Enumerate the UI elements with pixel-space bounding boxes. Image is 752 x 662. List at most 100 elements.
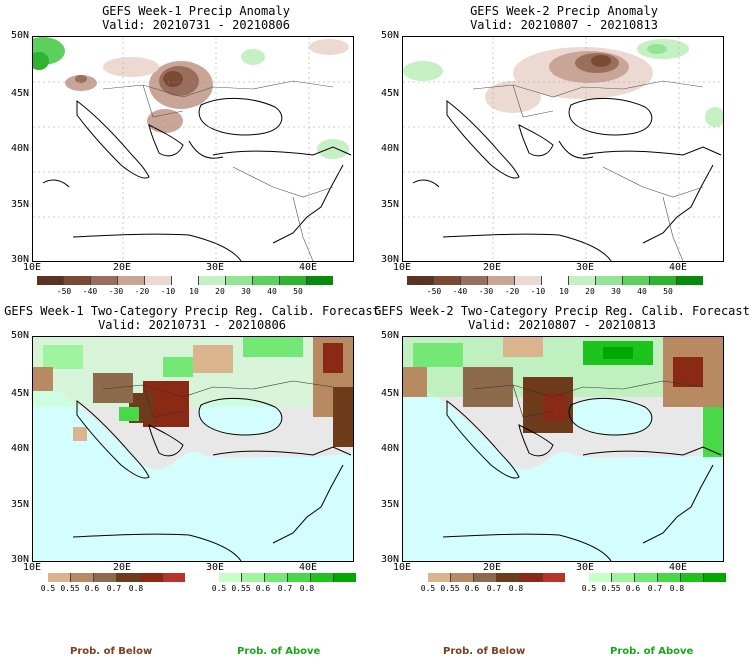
cb2-label: -50 — [426, 287, 442, 296]
cb2-label: -30 — [478, 287, 494, 296]
panel1-lon-10: 10E — [22, 262, 42, 273]
cb3-label: 0.55 — [60, 584, 80, 593]
panel2-lon-20: 20E — [482, 262, 502, 273]
panel4-lat-50: 50N — [380, 330, 399, 341]
panel1-lat-35: 35N — [10, 199, 29, 210]
prob-above-label-right: Prob. of Above — [610, 646, 694, 657]
cb4-label: 0.7 — [486, 584, 502, 593]
panel3-map — [32, 336, 354, 562]
cb4-label: 0.6 — [464, 584, 480, 593]
black-sea — [199, 398, 282, 435]
panel1-lat-30: 30N — [10, 254, 29, 265]
panel4-lat-40: 40N — [380, 443, 399, 454]
panel1-lon-20: 20E — [112, 262, 132, 273]
cb1-label: 20 — [215, 287, 225, 296]
cb1-label: -40 — [82, 287, 98, 296]
cb3a-label: 0.7 — [277, 584, 293, 593]
cb4a-label: 0.8 — [669, 584, 685, 593]
cb2-label: -20 — [504, 287, 520, 296]
panel3-lat-30: 30N — [10, 554, 29, 565]
panel1-lat-45: 45N — [10, 88, 29, 99]
panel3-title: GEFS Week-1 Two-Category Precip Reg. Cal… — [4, 304, 380, 318]
prob-shading — [403, 337, 723, 457]
cb3a-label: 0.5 — [211, 584, 227, 593]
cb2-label: -40 — [452, 287, 468, 296]
cb1-label: 50 — [293, 287, 303, 296]
panel1-title: GEFS Week-1 Precip Anomaly — [102, 4, 290, 18]
anomaly-colorbar — [37, 276, 333, 285]
cb2-label: -10 — [530, 287, 546, 296]
panel4-lat-45: 45N — [380, 388, 399, 399]
sea-area — [33, 377, 353, 561]
cb4-label: 0.8 — [508, 584, 524, 593]
cb3a-label: 0.55 — [231, 584, 251, 593]
cb3-label: 0.6 — [84, 584, 100, 593]
cb1-label: -50 — [56, 287, 72, 296]
panel3-valid: Valid: 20210731 - 20210806 — [98, 318, 286, 332]
prob-below-label-right: Prob. of Below — [443, 646, 526, 657]
panel1-lon-30: 30E — [205, 262, 225, 273]
cb1-label: 10 — [189, 287, 199, 296]
panel1-map — [32, 36, 354, 262]
cb1-label: 30 — [241, 287, 251, 296]
panel2-map — [402, 36, 724, 262]
cb2-label: 30 — [611, 287, 621, 296]
prob-below-colorbar — [48, 573, 185, 582]
prob-below-label-left: Prob. of Below — [70, 646, 153, 657]
panel4-lon-20: 20E — [482, 562, 502, 573]
black-sea — [569, 398, 652, 435]
cb1-label: -10 — [160, 287, 176, 296]
cb4-label: 0.5 — [420, 584, 436, 593]
panel4-map — [402, 336, 724, 562]
sea-area — [403, 377, 723, 561]
panel1-lat-40: 40N — [10, 143, 29, 154]
panel4-valid: Valid: 20210807 - 20210813 — [468, 318, 656, 332]
cb3a-label: 0.8 — [299, 584, 315, 593]
panel3-lon-30: 30E — [205, 562, 225, 573]
cb3-label: 0.5 — [40, 584, 56, 593]
anomaly-colorbar — [407, 276, 703, 285]
cb1-label: -20 — [134, 287, 150, 296]
cb4a-label: 0.55 — [601, 584, 621, 593]
prob-below-colorbar — [428, 573, 565, 582]
panel3-lon-10: 10E — [22, 562, 42, 573]
panel2-lat-40: 40N — [380, 143, 399, 154]
cb4a-label: 0.6 — [625, 584, 641, 593]
panel2-lon-10: 10E — [392, 262, 412, 273]
panel1-lat-50: 50N — [10, 30, 29, 41]
panel4-lon-30: 30E — [575, 562, 595, 573]
panel2-lat-45: 45N — [380, 88, 399, 99]
cb4a-label: 0.5 — [581, 584, 597, 593]
cb4-label: 0.55 — [440, 584, 460, 593]
panel2-lat-35: 35N — [380, 199, 399, 210]
prob-above-label-left: Prob. of Above — [237, 646, 321, 657]
panel2-lat-30: 30N — [380, 254, 399, 265]
panel3-lat-45: 45N — [10, 388, 29, 399]
cb2-label: 50 — [663, 287, 673, 296]
panel2-title: GEFS Week-2 Precip Anomaly — [470, 4, 658, 18]
cb3-label: 0.7 — [106, 584, 122, 593]
panel1-valid: Valid: 20210731 - 20210806 — [102, 18, 290, 32]
panel2-lon-30: 30E — [575, 262, 595, 273]
panel4-lat-35: 35N — [380, 499, 399, 510]
panel2-lat-50: 50N — [380, 30, 399, 41]
panel1-lon-40: 40E — [298, 262, 318, 273]
panel3-lat-40: 40N — [10, 443, 29, 454]
panel4-lat-30: 30N — [380, 554, 399, 565]
cb1-label: 40 — [267, 287, 277, 296]
panel3-lat-35: 35N — [10, 499, 29, 510]
anomaly-shading — [33, 37, 349, 159]
panel3-lon-40: 40E — [298, 562, 318, 573]
cb2-label: 10 — [559, 287, 569, 296]
cb2-label: 40 — [637, 287, 647, 296]
panel4-lon-10: 10E — [392, 562, 412, 573]
cb1-label: -30 — [108, 287, 124, 296]
panel4-title: GEFS Week-2 Two-Category Precip Reg. Cal… — [374, 304, 750, 318]
prob-above-colorbar — [589, 573, 726, 582]
prob-above-colorbar — [219, 573, 356, 582]
panel2-lon-40: 40E — [668, 262, 688, 273]
panel3-lat-50: 50N — [10, 330, 29, 341]
panel2-valid: Valid: 20210807 - 20210813 — [470, 18, 658, 32]
cb3a-label: 0.6 — [255, 584, 271, 593]
cb2-label: 20 — [585, 287, 595, 296]
